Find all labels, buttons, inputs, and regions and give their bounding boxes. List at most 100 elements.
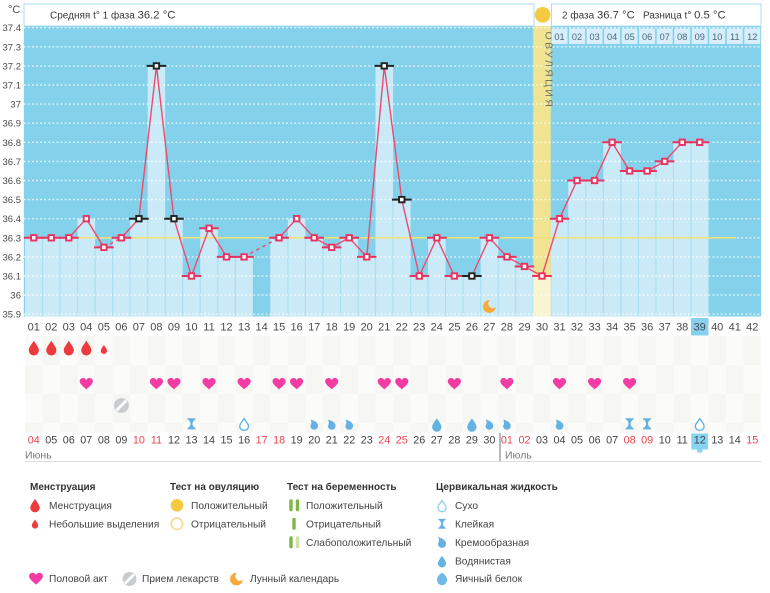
svg-text:05: 05 — [624, 32, 634, 42]
svg-text:33: 33 — [588, 322, 600, 334]
svg-text:16: 16 — [238, 435, 250, 447]
svg-text:26: 26 — [413, 435, 425, 447]
svg-text:36.4: 36.4 — [3, 214, 22, 225]
svg-text:03: 03 — [589, 32, 599, 42]
svg-text:09: 09 — [641, 435, 653, 447]
svg-text:Сухо: Сухо — [455, 501, 478, 512]
svg-text:03: 03 — [536, 435, 548, 447]
svg-text:Тест на овуляцию: Тест на овуляцию — [170, 482, 260, 493]
svg-text:34: 34 — [606, 322, 618, 334]
svg-text:Тест на беременность: Тест на беременность — [287, 481, 397, 493]
svg-text:Клейкая: Клейкая — [455, 519, 494, 530]
svg-text:37.1: 37.1 — [3, 81, 22, 92]
svg-text:36: 36 — [641, 322, 653, 334]
svg-text:30: 30 — [536, 322, 548, 334]
svg-text:Июнь: Июнь — [25, 450, 52, 462]
svg-text:27: 27 — [483, 322, 495, 334]
svg-text:05: 05 — [98, 322, 110, 334]
svg-text:Половой акт: Половой акт — [49, 574, 108, 585]
svg-text:11: 11 — [151, 435, 162, 447]
svg-text:05: 05 — [571, 435, 583, 447]
svg-text:36.2: 36.2 — [3, 252, 22, 263]
svg-text:25: 25 — [448, 322, 460, 334]
svg-text:14: 14 — [729, 435, 741, 447]
svg-text:32: 32 — [571, 322, 583, 334]
svg-text:06: 06 — [115, 322, 127, 334]
svg-text:02: 02 — [572, 32, 582, 42]
svg-text:06: 06 — [63, 435, 75, 447]
svg-text:29: 29 — [518, 322, 530, 334]
svg-text:41: 41 — [729, 322, 741, 334]
svg-text:22: 22 — [343, 435, 355, 447]
svg-text:Лунный календарь: Лунный календарь — [250, 574, 339, 585]
svg-text:04: 04 — [28, 435, 40, 447]
svg-text:31: 31 — [553, 322, 565, 334]
svg-text:ОВУЛЯЦИЯ: ОВУЛЯЦИЯ — [542, 32, 554, 110]
svg-text:18: 18 — [273, 435, 285, 447]
svg-text:20: 20 — [308, 435, 320, 447]
svg-text:07: 07 — [660, 32, 670, 42]
svg-text:24: 24 — [378, 435, 390, 447]
svg-text:Разница t° 0.5 °C: Разница t° 0.5 °C — [643, 10, 726, 22]
svg-text:01: 01 — [501, 435, 513, 447]
svg-text:28: 28 — [501, 322, 513, 334]
svg-text:12: 12 — [220, 322, 232, 334]
svg-text:36.8: 36.8 — [3, 138, 22, 149]
svg-text:08: 08 — [98, 435, 110, 447]
svg-text:12: 12 — [168, 435, 180, 447]
svg-text:40: 40 — [711, 322, 723, 334]
svg-text:21: 21 — [378, 322, 390, 334]
svg-text:08: 08 — [677, 32, 687, 42]
svg-text:12: 12 — [694, 435, 706, 447]
svg-text:39: 39 — [694, 322, 706, 334]
svg-text:12: 12 — [747, 32, 757, 42]
svg-text:03: 03 — [63, 322, 75, 334]
svg-text:10: 10 — [659, 435, 671, 447]
svg-text:Положительный: Положительный — [306, 501, 383, 512]
svg-text:36.3: 36.3 — [3, 233, 22, 244]
svg-text:Июль: Июль — [505, 450, 532, 462]
svg-text:22: 22 — [396, 322, 408, 334]
svg-text:08: 08 — [624, 435, 636, 447]
svg-text:Средняя t° 1 фаза 36.2 °C: Средняя t° 1 фаза 36.2 °C — [50, 10, 175, 22]
svg-text:06: 06 — [642, 32, 652, 42]
svg-text:17: 17 — [308, 322, 320, 334]
svg-text:25: 25 — [396, 435, 408, 447]
svg-text:42: 42 — [746, 322, 758, 334]
svg-text:36: 36 — [10, 291, 21, 302]
svg-text:23: 23 — [413, 322, 425, 334]
svg-text:09: 09 — [168, 322, 180, 334]
svg-text:01: 01 — [554, 32, 564, 42]
svg-text:08: 08 — [150, 322, 162, 334]
svg-text:Цервикальная жидкость: Цервикальная жидкость — [436, 482, 558, 493]
svg-text:10: 10 — [133, 435, 145, 447]
svg-text:01: 01 — [28, 322, 40, 334]
svg-text:04: 04 — [80, 322, 92, 334]
svg-text:09: 09 — [115, 435, 127, 447]
svg-text:21: 21 — [326, 435, 338, 447]
svg-text:07: 07 — [133, 322, 145, 334]
svg-text:23: 23 — [361, 435, 373, 447]
svg-text:36.5: 36.5 — [3, 195, 22, 206]
svg-text:35.9: 35.9 — [3, 310, 22, 321]
svg-text:Менструация: Менструация — [30, 482, 96, 493]
svg-text:26: 26 — [466, 322, 478, 334]
svg-text:2 фаза 36.7 °C: 2 фаза 36.7 °C — [562, 10, 635, 22]
svg-text:Отрицательный: Отрицательный — [191, 519, 266, 530]
svg-text:Слабоположительный: Слабоположительный — [306, 537, 411, 549]
svg-text:07: 07 — [80, 435, 92, 447]
svg-text:36.6: 36.6 — [3, 176, 22, 187]
svg-text:14: 14 — [203, 435, 215, 447]
svg-text:36.7: 36.7 — [3, 157, 22, 168]
svg-text:28: 28 — [448, 435, 460, 447]
svg-text:37: 37 — [659, 322, 671, 334]
svg-text:05: 05 — [45, 435, 57, 447]
svg-text:38: 38 — [676, 322, 688, 334]
svg-text:29: 29 — [466, 435, 478, 447]
svg-text:13: 13 — [185, 435, 197, 447]
svg-text:11: 11 — [203, 322, 214, 334]
svg-text:37.4: 37.4 — [3, 23, 22, 34]
svg-text:27: 27 — [431, 435, 443, 447]
svg-text:14: 14 — [255, 322, 267, 334]
svg-text:10: 10 — [712, 32, 722, 42]
